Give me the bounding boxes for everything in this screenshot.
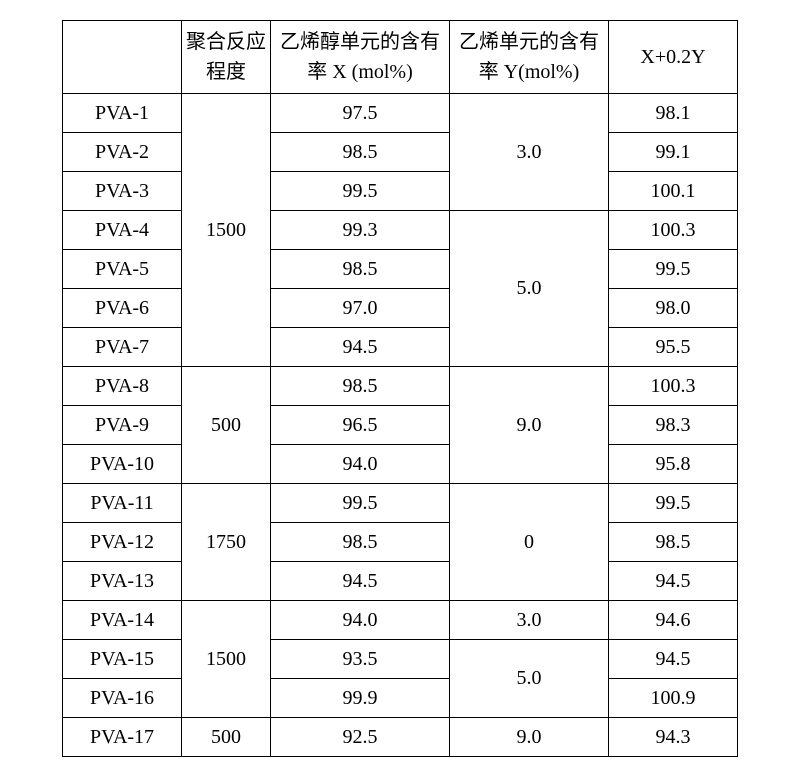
header-x: 乙烯醇单元的含有率 X (mol%) [271,21,450,94]
cell-x: 94.0 [271,601,450,640]
table-row: PVA-2 98.5 99.1 [63,133,738,172]
cell-poly: 500 [182,367,271,484]
cell-x: 93.5 [271,640,450,679]
cell-x: 96.5 [271,406,450,445]
cell-label: PVA-1 [63,94,182,133]
cell-x: 92.5 [271,718,450,757]
table-row: PVA-10 94.0 95.8 [63,445,738,484]
cell-x: 97.5 [271,94,450,133]
cell-sum: 95.5 [609,328,738,367]
table-row: PVA-3 99.5 100.1 [63,172,738,211]
header-poly: 聚合反应程度 [182,21,271,94]
cell-sum: 94.5 [609,562,738,601]
table-row: PVA-1150097.53.098.1 [63,94,738,133]
cell-y: 9.0 [450,367,609,484]
cell-x: 99.9 [271,679,450,718]
cell-y: 5.0 [450,211,609,367]
cell-x: 99.5 [271,484,450,523]
cell-x: 98.5 [271,523,450,562]
header-blank [63,21,182,94]
header-y: 乙烯单元的含有率 Y(mol%) [450,21,609,94]
table-row: PVA-7 94.5 95.5 [63,328,738,367]
cell-poly: 1500 [182,94,271,367]
table-body: PVA-1150097.53.098.1PVA-298.599.1PVA-399… [63,94,738,757]
cell-label: PVA-13 [63,562,182,601]
cell-sum: 100.9 [609,679,738,718]
cell-sum: 95.8 [609,445,738,484]
table-row: PVA-11175099.5099.5 [63,484,738,523]
cell-x: 98.5 [271,250,450,289]
cell-x: 94.0 [271,445,450,484]
cell-poly: 1500 [182,601,271,718]
table-row: PVA-6 97.0 98.0 [63,289,738,328]
pva-data-table: 聚合反应程度 乙烯醇单元的含有率 X (mol%) 乙烯单元的含有率 Y(mol… [62,20,738,757]
cell-label: PVA-8 [63,367,182,406]
cell-x: 99.3 [271,211,450,250]
cell-y: 0 [450,484,609,601]
cell-sum: 94.5 [609,640,738,679]
cell-label: PVA-9 [63,406,182,445]
cell-label: PVA-14 [63,601,182,640]
cell-y: 9.0 [450,718,609,757]
cell-poly: 1750 [182,484,271,601]
table-row: PVA-14150094.03.094.6 [63,601,738,640]
cell-label: PVA-3 [63,172,182,211]
cell-label: PVA-5 [63,250,182,289]
cell-x: 94.5 [271,562,450,601]
table-row: PVA-13 94.5 94.5 [63,562,738,601]
cell-label: PVA-4 [63,211,182,250]
cell-x: 98.5 [271,133,450,172]
table-row: PVA-850098.59.0100.3 [63,367,738,406]
cell-sum: 99.5 [609,250,738,289]
cell-label: PVA-16 [63,679,182,718]
cell-sum: 94.6 [609,601,738,640]
table-row: PVA-1750092.59.094.3 [63,718,738,757]
cell-sum: 98.3 [609,406,738,445]
cell-label: PVA-11 [63,484,182,523]
cell-y: 3.0 [450,601,609,640]
cell-label: PVA-2 [63,133,182,172]
cell-x: 97.0 [271,289,450,328]
cell-x: 99.5 [271,172,450,211]
header-sum: X+0.2Y [609,21,738,94]
cell-sum: 98.5 [609,523,738,562]
cell-sum: 100.3 [609,211,738,250]
cell-sum: 98.1 [609,94,738,133]
cell-sum: 94.3 [609,718,738,757]
cell-sum: 99.1 [609,133,738,172]
table-row: PVA-9 96.5 98.3 [63,406,738,445]
table-row: PVA-16 99.9 100.9 [63,679,738,718]
table-row: PVA-1593.55.094.5 [63,640,738,679]
cell-sum: 100.3 [609,367,738,406]
table-row: PVA-5 98.5 99.5 [63,250,738,289]
cell-y: 5.0 [450,640,609,718]
cell-label: PVA-17 [63,718,182,757]
cell-label: PVA-7 [63,328,182,367]
cell-sum: 100.1 [609,172,738,211]
header-row: 聚合反应程度 乙烯醇单元的含有率 X (mol%) 乙烯单元的含有率 Y(mol… [63,21,738,94]
cell-x: 98.5 [271,367,450,406]
cell-label: PVA-6 [63,289,182,328]
cell-label: PVA-12 [63,523,182,562]
table-row: PVA-12 98.5 98.5 [63,523,738,562]
cell-sum: 98.0 [609,289,738,328]
cell-x: 94.5 [271,328,450,367]
cell-label: PVA-15 [63,640,182,679]
table-row: PVA-499.35.0100.3 [63,211,738,250]
cell-poly: 500 [182,718,271,757]
cell-sum: 99.5 [609,484,738,523]
cell-label: PVA-10 [63,445,182,484]
cell-y: 3.0 [450,94,609,211]
